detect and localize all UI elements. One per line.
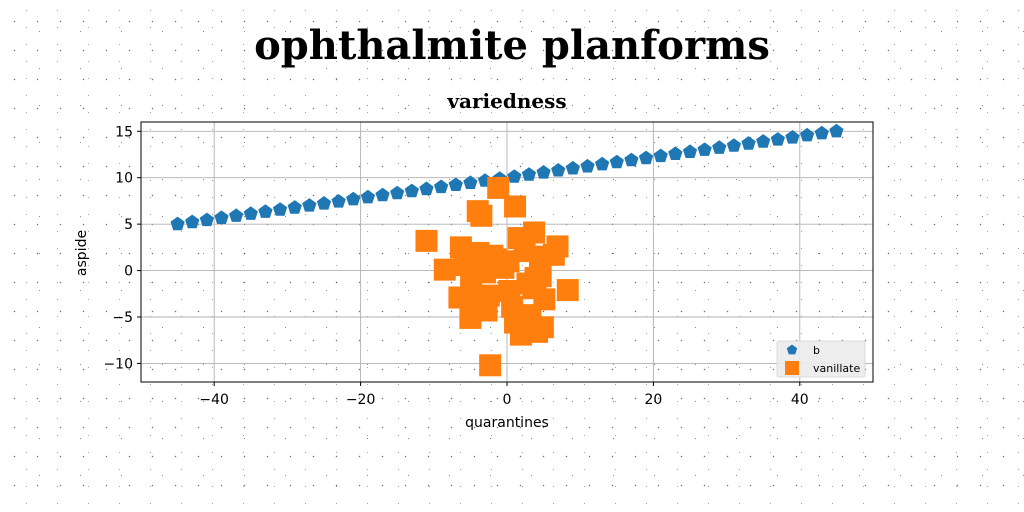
data-point: [360, 189, 376, 204]
data-point: [375, 187, 390, 202]
data-point: [653, 148, 668, 163]
data-point: [565, 160, 580, 175]
chart-legend: b vanillate: [776, 340, 866, 378]
x-axis-label: quarantines: [465, 415, 549, 431]
data-point: [536, 165, 551, 179]
legend-marker: [786, 344, 798, 355]
data-point: [302, 198, 317, 212]
data-point: [580, 158, 595, 173]
data-point: [272, 202, 288, 216]
data-point: [475, 299, 498, 322]
data-point: [756, 134, 771, 148]
chart-title: variedness: [446, 89, 566, 113]
data-point: [390, 185, 405, 200]
data-point: [419, 181, 434, 196]
x-tick-label: 20: [644, 392, 662, 408]
data-point: [449, 236, 472, 259]
data-point: [404, 183, 419, 198]
y-tick-label: 10: [115, 171, 133, 187]
axis-ticks: −40 −20 0 20 40 −10 −5 0 5 10 15: [103, 124, 808, 408]
data-point: [258, 204, 273, 218]
data-point: [551, 163, 566, 177]
data-point: [509, 323, 532, 346]
series-vanillate: [415, 176, 579, 377]
y-axis-label: aspide: [74, 230, 90, 276]
data-point: [485, 248, 508, 271]
y-tick-label: 5: [124, 217, 133, 233]
data-point: [668, 146, 683, 160]
y-tick-label: −10: [103, 356, 133, 372]
data-point: [638, 150, 654, 165]
x-tick-label: −20: [346, 392, 376, 408]
data-point: [556, 279, 579, 302]
x-tick-label: 0: [503, 392, 512, 408]
data-point: [726, 138, 742, 152]
data-point: [433, 258, 456, 281]
data-point: [785, 130, 800, 144]
legend-item: b: [786, 344, 820, 357]
data-point: [682, 144, 698, 158]
data-point: [487, 176, 510, 199]
data-point: [542, 243, 565, 266]
data-point: [595, 156, 610, 171]
legend-marker: [785, 361, 799, 375]
data-point: [501, 295, 524, 318]
data-point: [346, 191, 361, 206]
data-point: [243, 206, 258, 220]
data-point: [463, 175, 478, 189]
y-tick-label: −5: [112, 310, 133, 326]
data-point: [770, 132, 785, 146]
data-point: [479, 354, 502, 377]
data-point: [316, 196, 332, 210]
y-tick-label: 15: [115, 124, 133, 140]
data-point: [507, 169, 522, 183]
data-point: [712, 140, 727, 154]
data-point: [199, 212, 214, 227]
data-point: [523, 221, 546, 244]
x-tick-label: 40: [791, 392, 809, 408]
data-point: [331, 194, 346, 208]
data-point: [434, 179, 449, 194]
data-point: [229, 208, 244, 222]
data-point: [800, 127, 815, 142]
data-point: [170, 216, 185, 231]
data-point: [624, 152, 639, 167]
data-point: [287, 200, 302, 214]
legend-label: b: [813, 344, 820, 357]
data-point: [814, 125, 829, 140]
legend-label: vanillate: [813, 362, 860, 375]
data-point: [516, 272, 539, 295]
data-point: [521, 167, 537, 181]
data-point: [741, 136, 756, 150]
data-point: [697, 142, 712, 156]
plot-series: [170, 123, 844, 377]
data-point: [214, 210, 229, 224]
data-point: [470, 204, 493, 227]
data-point: [185, 214, 200, 229]
data-point: [609, 154, 624, 169]
legend-item: vanillate: [785, 361, 860, 375]
data-point: [448, 177, 463, 191]
data-point: [460, 269, 483, 292]
data-point: [415, 229, 438, 252]
x-tick-label: −40: [199, 392, 229, 408]
data-point: [504, 195, 527, 218]
y-tick-label: 0: [124, 264, 133, 280]
figure-suptitle: ophthalmite planforms: [254, 22, 770, 69]
data-point: [829, 123, 844, 138]
